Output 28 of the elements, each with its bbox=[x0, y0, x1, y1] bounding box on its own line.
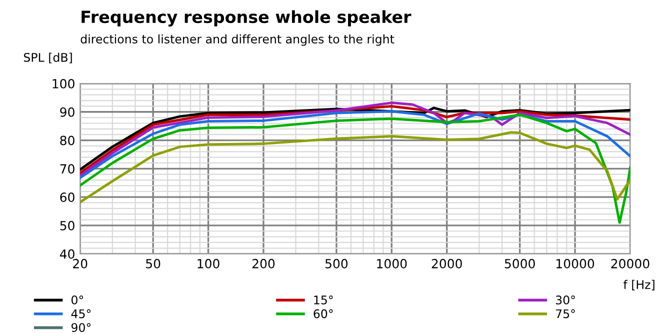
x-tick-label: 5000 bbox=[504, 258, 535, 268]
legend-label: 60° bbox=[314, 309, 333, 318]
legend-label: 30° bbox=[556, 295, 575, 304]
x-tick-label: 200 bbox=[252, 258, 275, 268]
legend-label: 45° bbox=[71, 309, 91, 318]
y-tick-label: 40 bbox=[60, 249, 74, 259]
y-axis-title: SPL [dB] bbox=[24, 52, 72, 64]
x-tick-label: 500 bbox=[325, 258, 348, 268]
y-tick-label: 60 bbox=[60, 192, 74, 202]
y-tick-label: 90 bbox=[60, 107, 74, 117]
x-axis-title: f [Hz] bbox=[623, 280, 654, 290]
y-tick-label: 70 bbox=[60, 164, 74, 174]
chart-title: Frequency response whole speaker bbox=[82, 10, 412, 26]
legend-label: 15° bbox=[314, 295, 333, 304]
y-tick-label: 80 bbox=[60, 136, 74, 146]
x-tick-label: 1000 bbox=[377, 258, 407, 268]
x-tick-label: 20000 bbox=[611, 258, 650, 268]
legend-label: 75° bbox=[556, 309, 575, 318]
x-tick-label: 20 bbox=[73, 258, 88, 268]
legend-label: 0° bbox=[72, 295, 84, 304]
y-tick-label: 50 bbox=[60, 220, 74, 230]
chart-subtitle: directions to listener and different angles to the right bbox=[80, 34, 394, 46]
y-tick-label: 100 bbox=[52, 78, 74, 88]
legend-label: 90° bbox=[71, 323, 91, 332]
x-tick-label: 100 bbox=[198, 258, 220, 268]
x-tick-label: 2000 bbox=[432, 258, 462, 268]
x-tick-label: 50 bbox=[146, 258, 160, 268]
x-tick-label: 10000 bbox=[556, 258, 594, 268]
